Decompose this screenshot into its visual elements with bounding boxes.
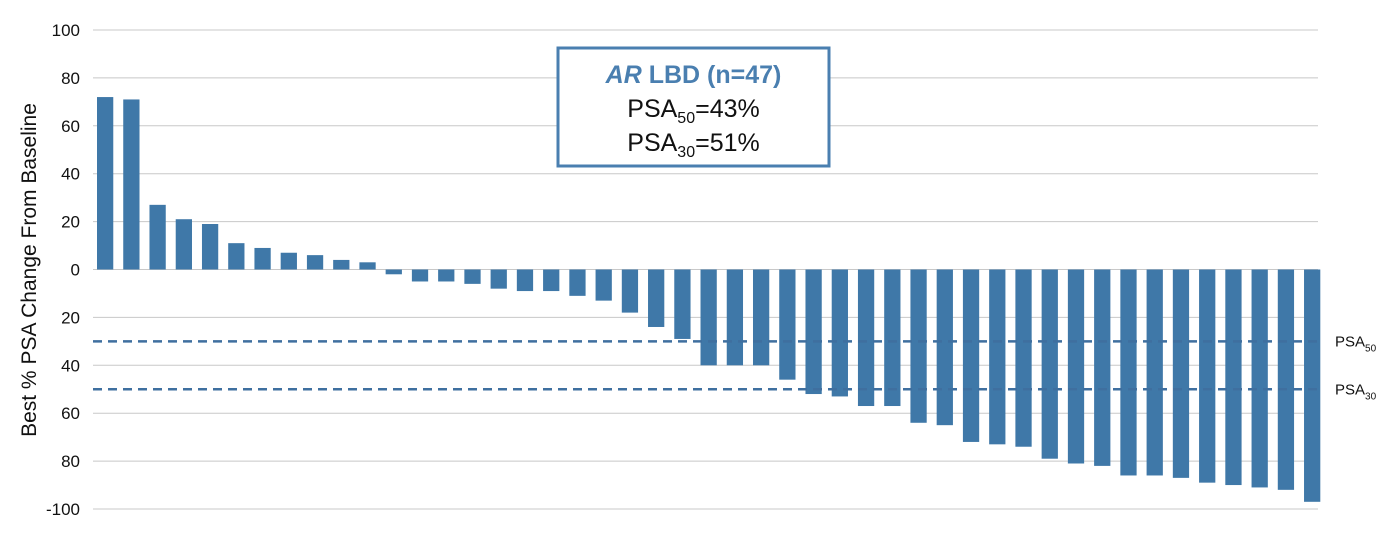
bar (254, 247, 271, 270)
bar (411, 269, 429, 282)
y-tick-label: 20 (61, 308, 80, 327)
annotation-title-rest: LBD (n=47) (642, 61, 782, 89)
bar (228, 243, 245, 270)
bar (1015, 269, 1032, 447)
bar (385, 269, 402, 275)
bar (490, 269, 507, 289)
threshold-lines: PSA50 PSA30 (93, 333, 1377, 402)
annotation-title-italic: AR (605, 61, 642, 89)
bar (1304, 269, 1321, 502)
bar (464, 269, 481, 284)
threshold-label: PSA50 (1335, 333, 1377, 354)
bar (752, 269, 770, 366)
bar (569, 269, 586, 296)
y-tick-label: 40 (61, 165, 80, 184)
bars (97, 97, 1321, 502)
bar (831, 269, 848, 397)
bar (779, 269, 796, 380)
bar (1067, 269, 1085, 464)
bar (1041, 269, 1058, 459)
annotation-title: AR LBD (n=47) (605, 61, 782, 89)
bar (123, 99, 140, 270)
y-tick-label: 40 (61, 356, 80, 375)
bar (333, 259, 350, 270)
bar (1277, 269, 1295, 490)
bar (280, 252, 297, 270)
bar (1225, 269, 1242, 486)
bar (438, 269, 455, 282)
bar (962, 269, 980, 442)
bar (201, 224, 219, 270)
y-tick-label: 60 (61, 404, 80, 423)
bar (910, 269, 927, 423)
bar (1146, 269, 1163, 476)
y-tick-label: 0 (71, 261, 80, 280)
bar (648, 269, 665, 327)
threshold-label: PSA30 (1335, 381, 1377, 402)
bar (306, 255, 324, 270)
y-tick-label: 80 (61, 69, 80, 88)
bar (1199, 269, 1216, 483)
annotation-border (556, 46, 831, 168)
bar (884, 269, 901, 407)
bar (97, 97, 114, 270)
bar (726, 269, 744, 366)
annotation-psa30: PSA30=51% (627, 129, 759, 161)
y-tick-label: 100 (52, 21, 80, 40)
bar (805, 269, 822, 395)
bar (1120, 269, 1137, 476)
bar (989, 269, 1006, 445)
annotation-psa50: PSA50=43% (627, 95, 759, 127)
bar (857, 269, 875, 407)
bar (543, 269, 560, 292)
bar (595, 269, 612, 301)
bar (621, 269, 639, 313)
y-tick-label: -100 (46, 500, 80, 519)
y-tick-labels: 100 80 60 40 20 0 20 40 60 80 -100 (46, 21, 80, 519)
y-tick-label: 60 (61, 117, 80, 136)
bar (516, 269, 534, 292)
y-tick-label: 80 (61, 452, 80, 471)
bar (936, 269, 953, 426)
bar (674, 269, 691, 339)
bar (1172, 269, 1190, 478)
bar (149, 204, 166, 270)
annotation-box: AR LBD (n=47) PSA50=43% PSA30=51% (556, 46, 831, 168)
y-axis-label: Best % PSA Change From Baseline (18, 103, 41, 437)
bar (175, 219, 192, 270)
bar (700, 269, 717, 366)
bar (1251, 269, 1268, 488)
bar (359, 262, 376, 270)
bar (1094, 269, 1111, 466)
y-tick-label: 20 (61, 213, 80, 232)
